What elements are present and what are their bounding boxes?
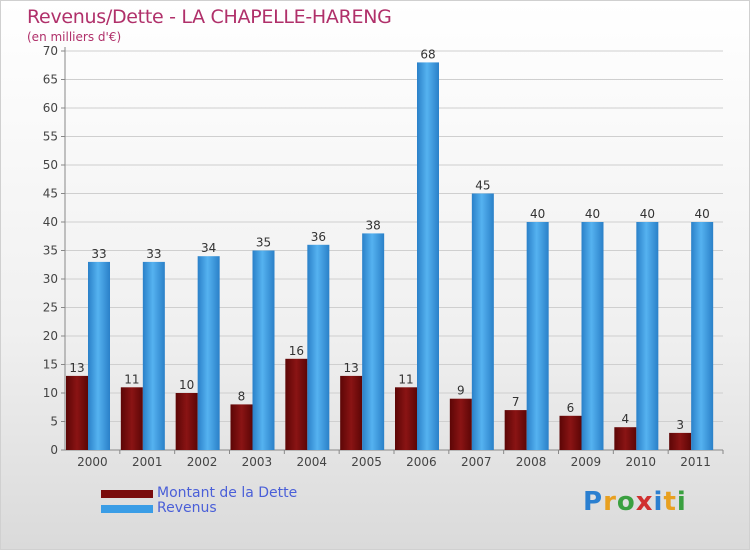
data-label-dette: 7 — [512, 395, 520, 409]
x-tick-label: 2006 — [406, 455, 437, 469]
x-tick-label: 2009 — [571, 455, 602, 469]
bar-dette — [449, 398, 472, 450]
y-tick-label: 0 — [50, 443, 58, 457]
x-tick-label: 2002 — [187, 455, 218, 469]
data-label-revenus: 40 — [585, 207, 600, 221]
data-label-revenus: 40 — [695, 207, 710, 221]
x-tick-label: 2004 — [296, 455, 327, 469]
data-label-dette: 6 — [567, 401, 575, 415]
legend-swatch-dette — [101, 490, 153, 498]
bar-dette — [669, 432, 692, 450]
y-tick-label: 45 — [43, 187, 58, 201]
x-tick-label: 2001 — [132, 455, 163, 469]
y-tick-label: 5 — [50, 415, 58, 429]
x-tick-label: 2011 — [680, 455, 711, 469]
chart-subtitle: (en milliers d'€) — [27, 30, 122, 44]
bar-dette — [340, 375, 363, 450]
bar-revenus — [307, 244, 330, 450]
y-tick-label: 65 — [43, 73, 58, 87]
bar-revenus — [526, 222, 549, 450]
y-tick-label: 40 — [43, 215, 58, 229]
bar-revenus — [417, 62, 439, 451]
bar-dette — [504, 410, 527, 450]
bar-revenus — [636, 222, 659, 450]
data-label-revenus: 45 — [475, 179, 490, 193]
x-tick-label: 2010 — [625, 455, 656, 469]
data-label-dette: 11 — [398, 372, 413, 386]
data-label-revenus: 34 — [201, 241, 216, 255]
bar-dette — [559, 415, 582, 450]
axes: 0 5 10 15 20 25 30 35 40 45 50 55 60 65 70 2000 2001 2002… — [43, 44, 724, 469]
bar-dette — [175, 393, 198, 450]
data-label-dette: 8 — [238, 389, 246, 403]
data-label-revenus: 68 — [420, 47, 435, 61]
bar-revenus — [197, 256, 220, 450]
bar-dette — [120, 387, 143, 450]
logo-letter: i — [676, 487, 687, 517]
grid-lines — [65, 50, 723, 422]
chart-title: Revenus/Dette - LA CHAPELLE-HARENG — [27, 6, 392, 28]
bar-dette — [285, 358, 308, 450]
bar-dette — [614, 427, 637, 450]
data-label-dette: 3 — [676, 418, 684, 432]
y-tick-label: 60 — [43, 101, 58, 115]
bar-dette — [230, 404, 253, 450]
bar-revenus — [581, 222, 604, 450]
bar-revenus — [691, 222, 714, 450]
y-tick-label: 25 — [43, 301, 58, 315]
data-label-dette: 13 — [344, 361, 359, 375]
y-tick-label: 70 — [43, 44, 58, 58]
bars: 13 33 11 33 10 34 8 35 16 36 13 38 11 68 9 45 7 40 6 40 4 40 3… — [66, 47, 714, 451]
bar-dette — [395, 387, 417, 450]
bar-revenus — [252, 250, 275, 450]
data-label-revenus: 40 — [640, 207, 655, 221]
x-tick-label: 2003 — [242, 455, 273, 469]
logo-letter: r — [603, 487, 617, 517]
bar-revenus — [88, 261, 110, 450]
legend-label-dette: Montant de la Dette — [157, 485, 298, 501]
data-label-dette: 11 — [124, 372, 139, 386]
y-tick-label: 30 — [43, 272, 58, 286]
legend-swatch-revenus — [101, 505, 153, 513]
logo-letter: i — [653, 487, 664, 517]
proxiti-logo: Proxiti — [583, 487, 687, 517]
y-tick-label: 15 — [43, 358, 58, 372]
bar-dette — [66, 375, 88, 450]
y-tick-label: 35 — [43, 244, 58, 258]
data-label-revenus: 36 — [311, 230, 326, 244]
x-tick-label: 2007 — [461, 455, 492, 469]
data-label-revenus: 35 — [256, 236, 271, 250]
data-label-dette: 16 — [289, 344, 304, 358]
data-label-dette: 13 — [69, 361, 84, 375]
data-label-dette: 10 — [179, 378, 194, 392]
x-tick-label: 2005 — [351, 455, 382, 469]
data-label-dette: 9 — [457, 384, 465, 398]
logo-letter: x — [635, 487, 654, 517]
y-tick-label: 20 — [43, 329, 58, 343]
data-label-dette: 4 — [622, 412, 630, 426]
logo-letter: o — [616, 487, 636, 517]
x-tick-label: 2008 — [516, 455, 547, 469]
bar-revenus — [362, 233, 385, 450]
x-tick-label: 2000 — [77, 455, 108, 469]
data-label-revenus: 33 — [146, 247, 161, 261]
data-label-revenus: 38 — [366, 218, 381, 232]
bar-revenus — [142, 261, 165, 450]
bar-revenus — [471, 193, 494, 450]
y-tick-label: 50 — [43, 158, 58, 172]
logo-letter: t — [663, 487, 677, 517]
y-tick-label: 55 — [43, 130, 58, 144]
logo-letter: P — [583, 487, 604, 517]
legend-label-revenus: Revenus — [157, 500, 217, 516]
data-label-revenus: 33 — [91, 247, 106, 261]
y-tick-label: 10 — [43, 386, 58, 400]
data-label-revenus: 40 — [530, 207, 545, 221]
